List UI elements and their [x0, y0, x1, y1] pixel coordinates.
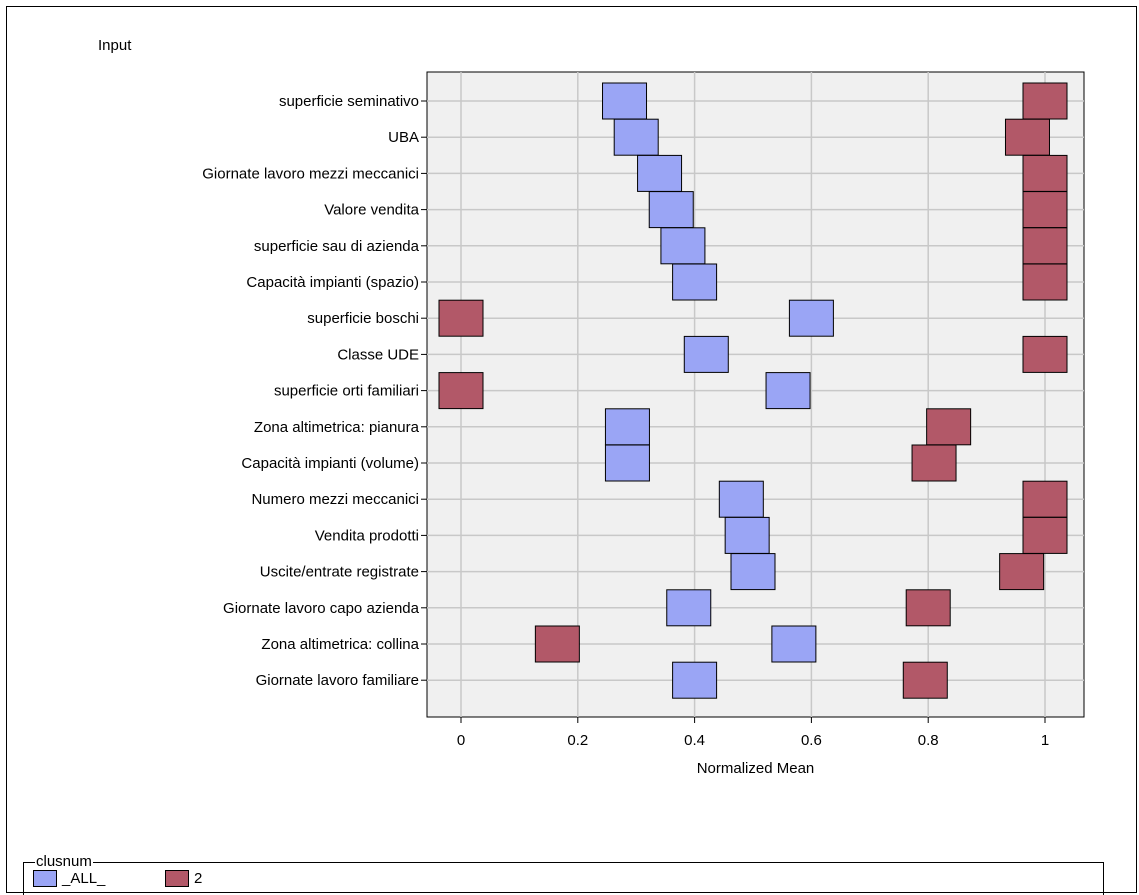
- y-tick-label: Capacità impianti (spazio): [246, 274, 419, 291]
- marker-cluster-2: [926, 408, 972, 446]
- y-axis: superficie seminativo UBA Giornate lavoro …: [202, 93, 427, 689]
- marker-all: [637, 154, 683, 192]
- marker-all: [724, 516, 770, 554]
- y-tick-label: Valore vendita: [324, 202, 419, 219]
- y-tick-label: Giornate lavoro capo azienda: [223, 600, 420, 617]
- x-axis: 0 0.2 0.4 0.6 0.8 1: [457, 717, 1049, 749]
- y-tick-label: Uscite/entrate registrate: [260, 564, 419, 581]
- y-tick-label: superficie boschi: [307, 310, 419, 327]
- marker-all: [604, 444, 650, 482]
- data-marks: [438, 82, 1068, 699]
- marker-cluster-2: [1022, 480, 1068, 518]
- marker-all: [660, 227, 706, 265]
- x-axis-label: Normalized Mean: [697, 760, 815, 777]
- x-tick-label: 0: [457, 732, 465, 749]
- marker-all: [718, 480, 764, 518]
- y-tick-label: superficie orti familiari: [274, 383, 419, 400]
- marker-all: [604, 408, 650, 446]
- legend-label-2: 2: [194, 870, 203, 887]
- y-axis-title: Input: [98, 37, 132, 54]
- marker-all: [765, 372, 811, 410]
- marker-all: [648, 191, 694, 229]
- legend-swatch-2: [165, 870, 189, 887]
- marker-cluster-2: [1022, 516, 1068, 554]
- y-tick-label: Giornate lavoro familiare: [256, 672, 419, 689]
- marker-cluster-2: [911, 444, 957, 482]
- marker-cluster-2: [438, 372, 484, 410]
- marker-cluster-2: [1004, 118, 1050, 156]
- legend-swatch-all: [33, 870, 57, 887]
- marker-all: [788, 299, 834, 337]
- y-tick-label: Classe UDE: [337, 346, 419, 363]
- marker-cluster-2: [999, 553, 1045, 591]
- marker-all: [672, 661, 718, 699]
- marker-all: [602, 82, 648, 120]
- marker-cluster-2: [905, 589, 951, 627]
- marker-cluster-2: [534, 625, 580, 663]
- y-tick-label: Zona altimetrica: collina: [261, 636, 419, 653]
- marker-cluster-2: [1022, 227, 1068, 265]
- marker-all: [683, 335, 729, 373]
- legend: [23, 862, 1104, 895]
- marker-all: [730, 553, 776, 591]
- legend-label-all: _ALL_: [62, 870, 106, 887]
- marker-cluster-2: [1022, 335, 1068, 373]
- marker-all: [672, 263, 718, 301]
- y-tick-label: Capacità impianti (volume): [241, 455, 419, 472]
- x-tick-label: 0.4: [684, 732, 705, 749]
- marker-all: [771, 625, 817, 663]
- legend-title: clusnum: [35, 853, 93, 870]
- y-tick-label: Numero mezzi meccanici: [251, 491, 419, 508]
- legend-item-all: _ALL_: [33, 870, 105, 887]
- x-tick-label: 1: [1041, 732, 1049, 749]
- marker-cluster-2: [1022, 82, 1068, 120]
- y-tick-label: Giornate lavoro mezzi meccanici: [202, 165, 419, 182]
- marker-all: [613, 118, 659, 156]
- x-tick-label: 0.8: [918, 732, 939, 749]
- y-tick-label: superficie sau di azienda: [254, 238, 420, 255]
- marker-cluster-2: [438, 299, 484, 337]
- y-tick-label: UBA: [388, 129, 419, 146]
- y-tick-label: Zona altimetrica: pianura: [254, 419, 420, 436]
- marker-cluster-2: [902, 661, 948, 699]
- legend-item-2: 2: [165, 870, 202, 887]
- y-tick-label: Vendita prodotti: [315, 527, 419, 544]
- x-tick-label: 0.6: [801, 732, 822, 749]
- plot-area: [426, 71, 1085, 718]
- marker-all: [666, 589, 712, 627]
- y-tick-label: superficie seminativo: [279, 93, 419, 110]
- marker-cluster-2: [1022, 263, 1068, 301]
- marker-cluster-2: [1022, 191, 1068, 229]
- marker-cluster-2: [1022, 154, 1068, 192]
- x-tick-label: 0.2: [567, 732, 588, 749]
